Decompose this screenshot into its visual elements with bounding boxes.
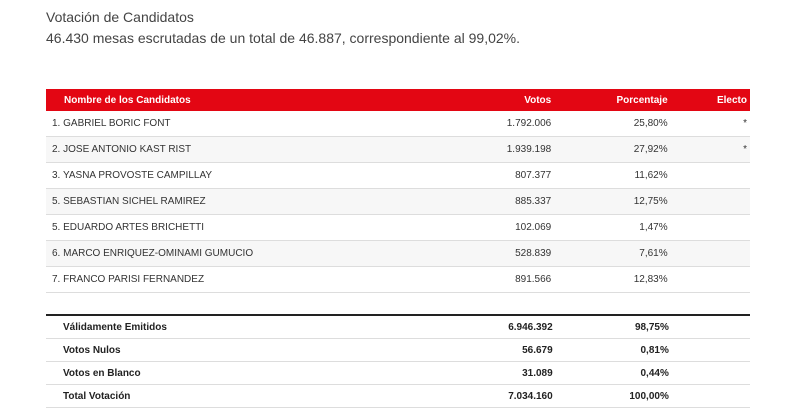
candidate-votes: 528.839 [416,240,556,267]
totals-table: Válidamente Emitidos 6.946.392 98,75% Vo… [46,314,750,408]
column-header-percent: Porcentaje [555,89,672,111]
candidate-name: 3. YASNA PROVOSTE CAMPILLAY [46,162,417,189]
candidate-votes: 1.792.006 [416,111,556,137]
candidate-elected-mark: * [671,111,750,137]
table-row: 1. GABRIEL BORIC FONT 1.792.006 25,80% * [46,111,750,137]
totals-row: Votos Nulos 56.679 0,81% [46,338,750,362]
totals-row: Total Votación 7.034.160 100,00% [46,384,750,408]
totals-votes: 56.679 [417,338,557,362]
totals-votes: 6.946.392 [417,315,557,339]
candidate-name: 6. MARCO ENRIQUEZ-OMINAMI GUMUCIO [46,240,417,267]
candidate-name: 1. GABRIEL BORIC FONT [46,111,417,137]
candidate-votes: 891.566 [416,266,556,293]
candidate-name: 5. EDUARDO ARTES BRICHETTI [46,214,417,241]
totals-votes: 7.034.160 [417,384,557,408]
candidate-elected-mark: * [671,136,750,163]
totals-label: Votos Nulos [46,338,418,362]
candidate-percent: 25,80% [555,111,672,137]
candidate-percent: 27,92% [555,136,672,163]
candidates-table: Nombre de los Candidatos Votos Porcentaj… [46,89,750,293]
count-summary: 46.430 mesas escrutadas de un total de 4… [46,30,520,46]
candidate-percent: 12,75% [555,188,672,215]
page-title: Votación de Candidatos [46,9,194,25]
candidate-name: 5. SEBASTIAN SICHEL RAMIREZ [46,188,417,215]
totals-row: Válidamente Emitidos 6.946.392 98,75% [46,315,750,339]
candidate-name: 2. JOSE ANTONIO KAST RIST [46,136,417,163]
totals-label: Votos en Blanco [46,361,418,385]
candidate-votes: 102.069 [416,214,556,241]
totals-percent: 98,75% [556,315,673,339]
totals-percent: 0,81% [556,338,673,362]
table-row: 7. FRANCO PARISI FERNANDEZ 891.566 12,83… [46,266,750,293]
candidate-name: 7. FRANCO PARISI FERNANDEZ [46,266,417,293]
candidate-elected-mark [671,266,750,293]
table-row: 6. MARCO ENRIQUEZ-OMINAMI GUMUCIO 528.83… [46,240,750,267]
candidate-elected-mark [671,188,750,215]
table-row: 2. JOSE ANTONIO KAST RIST 1.939.198 27,9… [46,136,750,163]
column-header-elected: Electo [671,89,750,111]
totals-label: Válidamente Emitidos [46,315,418,339]
table-header-row: Nombre de los Candidatos Votos Porcentaj… [46,89,750,111]
totals-empty-cell [672,384,750,408]
candidate-percent: 11,62% [555,162,672,189]
totals-label: Total Votación [46,384,418,408]
totals-empty-cell [672,315,750,339]
column-header-name: Nombre de los Candidatos [46,89,417,111]
candidate-votes: 1.939.198 [416,136,556,163]
totals-percent: 100,00% [556,384,673,408]
candidate-percent: 12,83% [555,266,672,293]
column-header-votes: Votos [416,89,556,111]
totals-empty-cell [672,338,750,362]
candidate-votes: 885.337 [416,188,556,215]
table-row: 5. SEBASTIAN SICHEL RAMIREZ 885.337 12,7… [46,188,750,215]
candidate-elected-mark [671,240,750,267]
totals-row: Votos en Blanco 31.089 0,44% [46,361,750,385]
totals-percent: 0,44% [556,361,673,385]
candidate-percent: 1,47% [555,214,672,241]
table-row: 5. EDUARDO ARTES BRICHETTI 102.069 1,47% [46,214,750,241]
candidate-percent: 7,61% [555,240,672,267]
totals-votes: 31.089 [417,361,557,385]
table-row: 3. YASNA PROVOSTE CAMPILLAY 807.377 11,6… [46,162,750,189]
candidate-votes: 807.377 [416,162,556,189]
candidate-elected-mark [671,214,750,241]
candidate-elected-mark [671,162,750,189]
totals-empty-cell [672,361,750,385]
